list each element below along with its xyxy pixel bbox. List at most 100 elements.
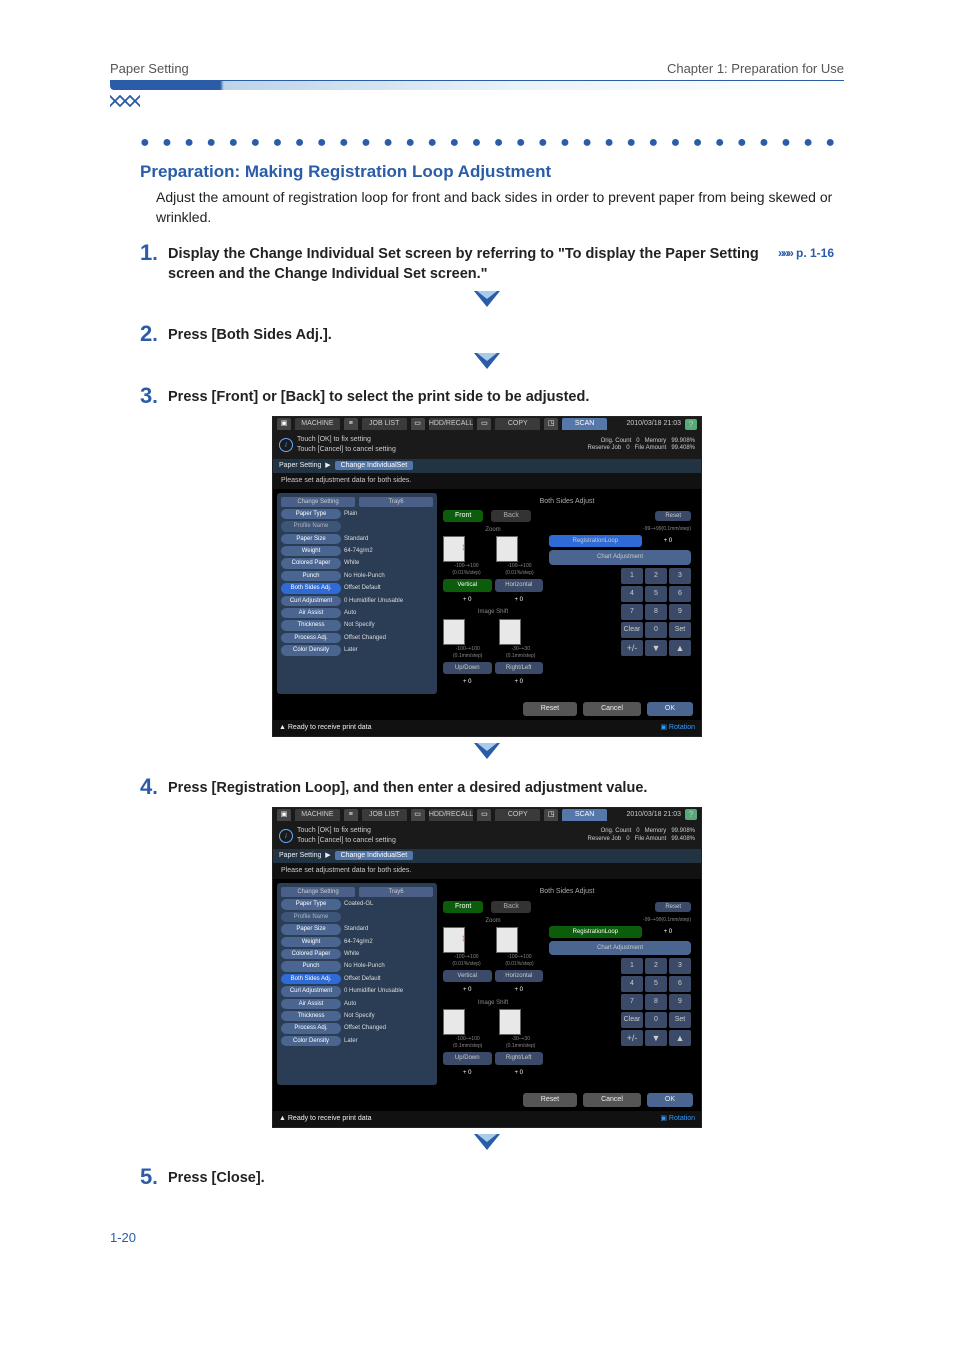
key-up[interactable]: ▲ xyxy=(669,640,691,656)
panel-tab-scan-icon[interactable]: ◳ xyxy=(544,418,558,430)
key-8[interactable]: 8 xyxy=(645,604,667,620)
panel-a-rotation[interactable]: ▣ Rotation xyxy=(660,723,695,733)
key-4[interactable]: 4 xyxy=(621,976,643,992)
key-3[interactable]: 3 xyxy=(669,958,691,974)
panel-tab-joblist[interactable]: JOB LIST xyxy=(362,418,407,430)
key-5[interactable]: 5 xyxy=(645,586,667,602)
key-1[interactable]: 1 xyxy=(621,568,643,584)
panel-b-rotation[interactable]: ▣ Rotation xyxy=(660,1114,695,1124)
lbl-paper-size[interactable]: Paper Size xyxy=(281,534,341,544)
panel-tab-scan[interactable]: SCAN xyxy=(562,809,607,821)
step-1-ref[interactable]: »»» p. 1-16 xyxy=(778,241,834,262)
panel-tab-recall[interactable]: HDD/RECALL xyxy=(429,809,474,821)
chart-adjustment-btn[interactable]: Chart Adjustment xyxy=(549,941,691,955)
key-0[interactable]: 0 xyxy=(645,1012,667,1028)
front-tab[interactable]: Front xyxy=(443,901,483,913)
key-2[interactable]: 2 xyxy=(645,958,667,974)
key-5[interactable]: 5 xyxy=(645,976,667,992)
panel-a-reset[interactable]: Reset xyxy=(523,702,577,716)
lbl-colored[interactable]: Colored Paper xyxy=(281,949,341,959)
lbl-thickness[interactable]: Thickness xyxy=(281,1011,341,1021)
panel-tab-machine[interactable]: MACHINE xyxy=(295,418,340,430)
panel-a-ok[interactable]: OK xyxy=(647,702,693,716)
panel-tab-icon[interactable]: ▣ xyxy=(277,809,291,821)
lbl-weight[interactable]: Weight xyxy=(281,937,341,947)
rightleft-btn[interactable]: Right/Left xyxy=(495,1052,544,1064)
lbl-density[interactable]: Color Density xyxy=(281,645,341,655)
updown-btn[interactable]: Up/Down xyxy=(443,662,492,674)
lbl-weight[interactable]: Weight xyxy=(281,546,341,556)
key-0[interactable]: 0 xyxy=(645,622,667,638)
lbl-process[interactable]: Process Adj. xyxy=(281,633,341,643)
breadcrumb-b[interactable]: Change IndividualSet xyxy=(335,461,414,470)
key-clear[interactable]: Clear xyxy=(621,622,643,638)
key-8[interactable]: 8 xyxy=(645,994,667,1010)
key-4[interactable]: 4 xyxy=(621,586,643,602)
tray-btn[interactable]: Tray6 xyxy=(359,887,433,897)
key-7[interactable]: 7 xyxy=(621,994,643,1010)
panel-tab-copy[interactable]: COPY xyxy=(495,809,540,821)
lbl-paper-type[interactable]: Paper Type xyxy=(281,509,341,519)
key-clear[interactable]: Clear xyxy=(621,1012,643,1028)
panel-tab-joblist-icon[interactable]: ≡ xyxy=(344,418,358,430)
panel-tab-scan[interactable]: SCAN xyxy=(562,418,607,430)
panel-tab-scan-icon[interactable]: ◳ xyxy=(544,809,558,821)
panel-tab-copy-icon[interactable]: ▭ xyxy=(477,809,491,821)
panel-tab-recall[interactable]: HDD/RECALL xyxy=(429,418,474,430)
key-pm[interactable]: +/- xyxy=(621,640,643,656)
panel-tab-copy[interactable]: COPY xyxy=(495,418,540,430)
panel-tab-recall-icon[interactable]: ▭ xyxy=(411,418,425,430)
key-9[interactable]: 9 xyxy=(669,604,691,620)
change-setting-btn[interactable]: Change Setting xyxy=(281,497,355,507)
key-6[interactable]: 6 xyxy=(669,976,691,992)
rightleft-btn[interactable]: Right/Left xyxy=(495,662,544,674)
key-pm[interactable]: +/- xyxy=(621,1030,643,1046)
lbl-process[interactable]: Process Adj. xyxy=(281,1023,341,1033)
panel-tab-joblist[interactable]: JOB LIST xyxy=(362,809,407,821)
vertical-btn[interactable]: Vertical xyxy=(443,579,492,591)
key-9[interactable]: 9 xyxy=(669,994,691,1010)
panel-help-icon[interactable]: ? xyxy=(685,419,697,430)
lbl-curl[interactable]: Curl Adjustment xyxy=(281,596,341,606)
panel-b-ok[interactable]: OK xyxy=(647,1093,693,1107)
breadcrumb-b[interactable]: Change IndividualSet xyxy=(335,851,414,860)
lbl-colored[interactable]: Colored Paper xyxy=(281,558,341,568)
lbl-punch[interactable]: Punch xyxy=(281,571,341,581)
panel-tab-joblist-icon[interactable]: ≡ xyxy=(344,809,358,821)
key-3[interactable]: 3 xyxy=(669,568,691,584)
key-up[interactable]: ▲ xyxy=(669,1030,691,1046)
updown-btn[interactable]: Up/Down xyxy=(443,1052,492,1064)
reset-btn[interactable]: Reset xyxy=(655,902,691,912)
lbl-paper-type[interactable]: Paper Type xyxy=(281,899,341,909)
lbl-air[interactable]: Air Assist xyxy=(281,999,341,1009)
panel-help-icon[interactable]: ? xyxy=(685,809,697,820)
chart-adjustment-btn[interactable]: Chart Adjustment xyxy=(549,550,691,564)
key-set[interactable]: Set xyxy=(669,622,691,638)
back-tab[interactable]: Back xyxy=(491,510,531,522)
key-down[interactable]: ▼ xyxy=(645,1030,667,1046)
panel-b-reset[interactable]: Reset xyxy=(523,1093,577,1107)
front-tab[interactable]: Front xyxy=(443,510,483,522)
panel-tab-recall-icon[interactable]: ▭ xyxy=(411,809,425,821)
key-1[interactable]: 1 xyxy=(621,958,643,974)
change-setting-btn[interactable]: Change Setting xyxy=(281,887,355,897)
panel-a-cancel[interactable]: Cancel xyxy=(583,702,641,716)
horizontal-btn[interactable]: Horizontal xyxy=(495,579,544,591)
panel-tab-machine[interactable]: MACHINE xyxy=(295,809,340,821)
back-tab[interactable]: Back xyxy=(491,901,531,913)
panel-b-cancel[interactable]: Cancel xyxy=(583,1093,641,1107)
lbl-thickness[interactable]: Thickness xyxy=(281,620,341,630)
regloop-btn[interactable]: RegistrationLoop xyxy=(549,926,642,938)
vertical-btn[interactable]: Vertical xyxy=(443,970,492,982)
breadcrumb-a[interactable]: Paper Setting xyxy=(279,462,321,469)
lbl-density[interactable]: Color Density xyxy=(281,1036,341,1046)
key-set[interactable]: Set xyxy=(669,1012,691,1028)
regloop-btn[interactable]: RegistrationLoop xyxy=(549,535,642,547)
breadcrumb-a[interactable]: Paper Setting xyxy=(279,852,321,859)
lbl-punch[interactable]: Punch xyxy=(281,961,341,971)
lbl-paper-size[interactable]: Paper Size xyxy=(281,924,341,934)
key-down[interactable]: ▼ xyxy=(645,640,667,656)
lbl-curl[interactable]: Curl Adjustment xyxy=(281,986,341,996)
lbl-air[interactable]: Air Assist xyxy=(281,608,341,618)
tray-btn[interactable]: Tray6 xyxy=(359,497,433,507)
